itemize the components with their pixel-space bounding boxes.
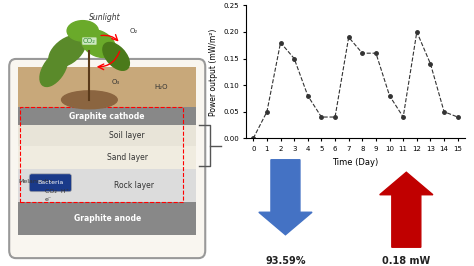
Text: Sunlight: Sunlight (89, 13, 121, 22)
Text: Graphite anode: Graphite anode (73, 214, 141, 223)
Ellipse shape (81, 30, 116, 57)
Bar (18, 146, 196, 169)
Text: 0.18 mW: 0.18 mW (382, 256, 430, 266)
Ellipse shape (49, 35, 85, 67)
FancyBboxPatch shape (9, 59, 205, 258)
FancyBboxPatch shape (18, 66, 196, 107)
Ellipse shape (62, 91, 117, 109)
Bar (18, 107, 196, 125)
Text: O₂: O₂ (129, 28, 138, 34)
Y-axis label: Power output (mW/m²): Power output (mW/m²) (209, 28, 218, 115)
Text: Rock layer: Rock layer (114, 181, 154, 190)
Bar (18, 202, 196, 235)
Text: O₃: O₃ (112, 79, 120, 85)
Text: H₂O: H₂O (154, 84, 167, 90)
Text: e⁻: e⁻ (45, 197, 52, 202)
Bar (20, 107, 183, 202)
Text: 93.59%: 93.59% (265, 256, 306, 266)
FancyArrow shape (380, 172, 433, 247)
FancyBboxPatch shape (29, 174, 72, 192)
X-axis label: Time (Day): Time (Day) (332, 157, 379, 167)
Text: Soil layer: Soil layer (109, 131, 145, 140)
Text: Bacteria: Bacteria (37, 180, 64, 185)
Ellipse shape (40, 52, 67, 86)
Bar (18, 125, 196, 146)
Text: CO₂  H⁺: CO₂ H⁺ (45, 189, 69, 194)
Ellipse shape (67, 21, 98, 41)
Text: Graphite cathode: Graphite cathode (70, 112, 145, 121)
Text: Melanoidin: Melanoidin (18, 179, 52, 184)
Text: CO₂: CO₂ (83, 38, 96, 44)
FancyArrow shape (259, 160, 312, 235)
Text: Sand layer: Sand layer (107, 153, 148, 162)
Ellipse shape (103, 43, 129, 70)
Bar (18, 169, 196, 202)
